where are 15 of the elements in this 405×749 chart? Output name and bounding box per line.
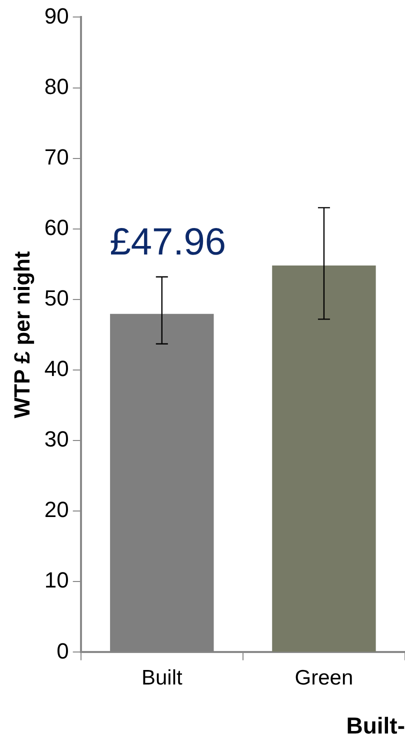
y-tick-label: 80 [44,74,69,99]
y-tick-label: 0 [56,638,69,664]
y-tick-label: 90 [44,3,69,28]
y-tick-label: 70 [44,144,69,170]
x-axis-title: Built- [346,712,405,739]
x-tick-label: Built [141,666,182,690]
x-tick-label: Green [294,666,354,690]
y-tick-label: 50 [44,285,69,310]
y-tick-label: 10 [44,568,69,593]
y-tick-label: 30 [44,426,69,452]
y-tick-label: 20 [44,497,69,522]
y-tick-label: 40 [44,356,69,382]
y-axis-title: WTP £ per night [9,250,34,418]
data-label: £47.96 [110,221,226,264]
y-tick-label: 60 [44,214,69,240]
